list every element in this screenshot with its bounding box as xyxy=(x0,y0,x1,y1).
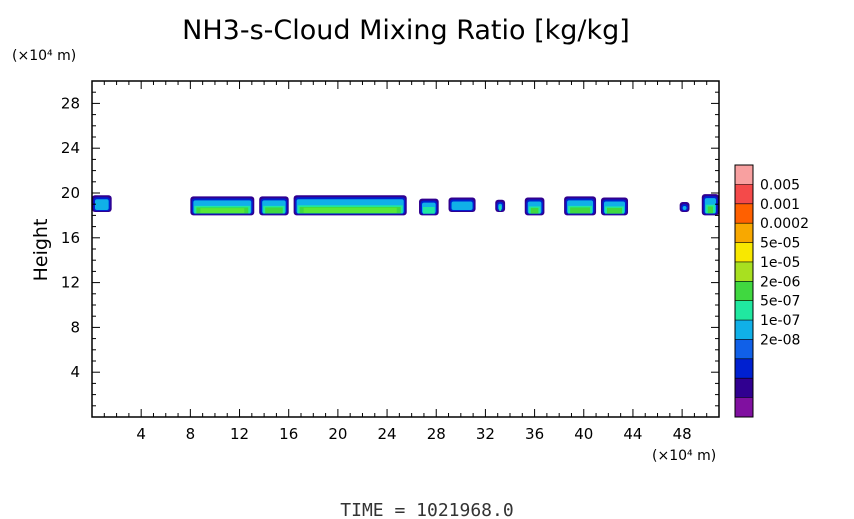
y-tick-label: 12 xyxy=(61,274,80,292)
x-tick-label: 8 xyxy=(186,425,196,443)
colorbar-swatch xyxy=(735,261,753,282)
x-tick-label: 36 xyxy=(525,425,544,443)
y-axis: 4 8 12 16 20 24 28 xyxy=(61,91,719,407)
cloud-cell-core xyxy=(606,207,623,214)
colorbar-swatch xyxy=(735,358,753,379)
x-tick-label: 12 xyxy=(230,425,249,443)
cloud-cell-band xyxy=(682,205,687,211)
cloud-cell-core xyxy=(570,207,591,214)
cloud-cell-band xyxy=(95,199,109,211)
y-tick-label: 24 xyxy=(61,139,80,157)
x-tick-label: 20 xyxy=(328,425,347,443)
colorbar-swatch xyxy=(735,300,753,321)
y-tick-label: 28 xyxy=(61,94,80,112)
y-tick-label: 16 xyxy=(61,229,80,247)
colorbar-label: 2e-06 xyxy=(760,274,800,290)
x-tick-label: 24 xyxy=(378,425,397,443)
colorbar-swatch xyxy=(735,165,753,185)
colorbar-frame xyxy=(734,164,754,418)
colorbar-label: 1e-07 xyxy=(760,313,800,329)
colorbar-label: 5e-05 xyxy=(760,236,800,252)
y-unit-label: (×10⁴ m) xyxy=(12,48,76,64)
y-tick-label: 8 xyxy=(70,318,80,336)
y-axis-label: Height xyxy=(30,219,52,282)
colorbar-label: 0.001 xyxy=(760,197,800,213)
colorbar-swatch xyxy=(735,281,753,301)
colorbar-swatch xyxy=(735,203,753,224)
cloud-cell-core xyxy=(423,207,435,214)
x-tick-label: 48 xyxy=(673,425,692,443)
y-tick-label: 4 xyxy=(70,363,80,381)
cloud-cell-core xyxy=(707,206,713,214)
colorbar-swatch xyxy=(735,223,753,243)
chart-title: NH3-s-Cloud Mixing Ratio [kg/kg] xyxy=(182,15,630,46)
x-tick-label: 40 xyxy=(574,425,593,443)
colorbar-swatch xyxy=(735,339,753,359)
x-tick-label: 28 xyxy=(427,425,446,443)
cloud-cell-band xyxy=(451,201,473,211)
cloud-cell-core xyxy=(303,207,397,213)
x-axis: 4 8 12 16 20 24 28 32 36 40 44 48 xyxy=(103,81,708,443)
cloud-cell-core xyxy=(200,208,245,214)
x-tick-label: 16 xyxy=(279,425,298,443)
colorbar: 0.005 0.001 0.0002 5e-05 1e-05 2e-06 5e-07 1e-0… xyxy=(734,164,809,418)
colorbar-label: 0.005 xyxy=(760,177,800,193)
x-unit-label: (×10⁴ m) xyxy=(652,448,716,464)
colorbar-label: 1e-05 xyxy=(760,255,800,271)
colorbar-swatch xyxy=(735,397,753,417)
cloud-field xyxy=(92,194,719,216)
colorbar-label: 2e-08 xyxy=(760,332,800,348)
plot-frame xyxy=(91,80,720,418)
colorbar-swatch xyxy=(735,242,753,262)
x-tick-label: 32 xyxy=(476,425,495,443)
colorbar-swatch xyxy=(735,184,753,204)
colorbar-swatch xyxy=(735,378,753,398)
cloud-cell-core xyxy=(499,205,502,211)
colorbar-label: 5e-07 xyxy=(760,294,800,310)
time-label: TIME = 1021968.0 xyxy=(340,500,513,519)
cloud-cell-core xyxy=(530,207,539,214)
x-tick-label: 44 xyxy=(623,425,642,443)
colorbar-swatch xyxy=(735,320,753,340)
colorbar-label: 0.0002 xyxy=(760,216,809,232)
cloud-cell-core xyxy=(265,207,283,214)
x-tick-label: 4 xyxy=(136,425,146,443)
y-tick-label: 20 xyxy=(61,184,80,202)
